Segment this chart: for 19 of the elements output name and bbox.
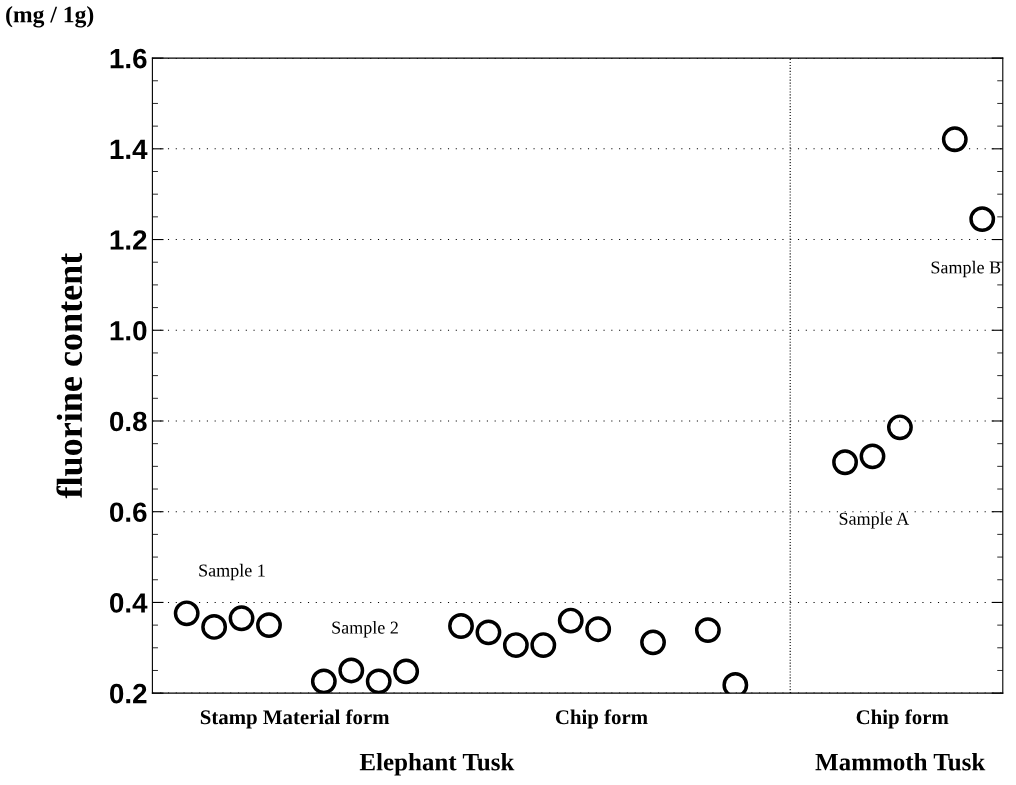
annotation: Sample B	[931, 260, 1001, 278]
y-tick-label: 0.4	[110, 593, 148, 613]
annotation: Sample A	[839, 512, 910, 529]
y-tick-label: 0.8	[110, 411, 147, 432]
text: Stamp Material form	[200, 709, 390, 729]
y-tick-label: 1.6	[110, 48, 147, 69]
y-axis-title: fluorine content	[56, 252, 83, 499]
y-tick-label: 1.4	[110, 139, 148, 159]
text: Mammoth Tusk	[815, 752, 986, 771]
y-tick-label: 1.2	[110, 230, 147, 250]
text: Elephant Tusk	[359, 752, 515, 776]
annotation: Sample 1	[199, 563, 265, 581]
y-tick-label: 1.0	[110, 320, 147, 341]
y-tick-label: 0.2	[110, 683, 147, 704]
text: Chip form	[555, 709, 648, 729]
text: (mg / 1g)	[6, 5, 94, 28]
annotation: Sample 2	[332, 621, 398, 638]
y-tick-label: 0.6	[110, 502, 147, 523]
text: Chip form	[856, 709, 949, 729]
